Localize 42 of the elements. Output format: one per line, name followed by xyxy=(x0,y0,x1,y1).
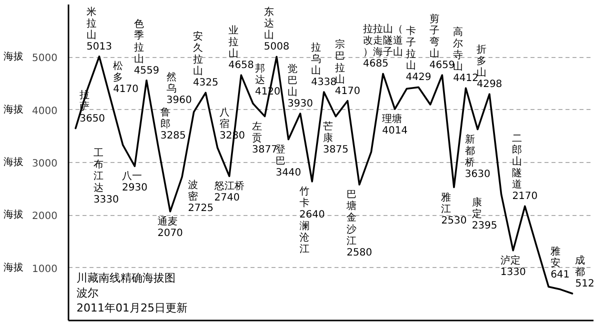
text: 川藏南线精确海拔图 xyxy=(76,272,176,284)
data-label: 波密 2725 xyxy=(188,178,214,214)
data-label: 左贡 3877 xyxy=(252,120,278,156)
data-label: 二郎山隧道 2170 xyxy=(512,133,538,202)
data-label: 竹卡 2640 澜沧江 xyxy=(299,185,325,256)
data-label: 八一 2930 xyxy=(122,171,148,194)
data-label: 色季拉山 4559 xyxy=(134,18,160,76)
y-tick-label: 2000 xyxy=(32,211,58,222)
text: 海拔 xyxy=(4,157,24,168)
data-label: 康定 2395 xyxy=(472,196,498,232)
y-tick-label: 4000 xyxy=(32,106,58,117)
text: 海拔 xyxy=(4,210,24,221)
data-label: 业拉山 4658 xyxy=(228,24,254,72)
data-label: 通麦 2070 xyxy=(157,215,183,240)
data-label: 芒康 3875 xyxy=(323,120,348,156)
data-label: 安久拉山 4325 xyxy=(192,30,218,89)
y-tick-label: 3000 xyxy=(32,158,58,170)
data-label: 觉巴山 3930 xyxy=(288,62,313,110)
data-label: 拉拉山（改走隧道）海子山 4685 xyxy=(363,23,404,70)
text: 海拔 xyxy=(4,104,24,116)
data-label: 登巴 3440 xyxy=(276,143,302,178)
data-label: 米拉山 5013 xyxy=(86,6,112,52)
data-label: 怒江桥 2740 xyxy=(213,180,244,204)
data-label: 东达山 5008 xyxy=(264,6,290,53)
y-tick-label: 1000 xyxy=(32,264,58,275)
annotation: 波尔 xyxy=(76,286,98,300)
data-label: 宗巴拉山 4170 xyxy=(334,38,360,97)
data-label: 雅安 641 xyxy=(550,246,570,281)
y-tick-label: 5000 xyxy=(32,53,58,64)
data-label: 泸定 1330 xyxy=(500,254,526,278)
data-label: 成都 512 xyxy=(575,254,594,290)
data-label: 理塘 4014 xyxy=(382,113,408,137)
data-label: 巴塘金沙江 2580 xyxy=(346,190,372,258)
annotation: 2011年01月25日更新 xyxy=(76,302,188,314)
y-axis-title: 海拔 xyxy=(4,261,24,274)
data-label: 雅江 2530 xyxy=(441,191,467,226)
data-label: 工布江达 3330 xyxy=(93,148,119,206)
data-label: 然乌 3960 xyxy=(166,70,192,106)
data-label: 新都桥 3630 xyxy=(464,133,490,180)
data-label: 鲁郎 3285 xyxy=(160,106,186,142)
text: 海拔 xyxy=(4,52,24,63)
data-label: 折多山 4298 xyxy=(476,43,502,90)
